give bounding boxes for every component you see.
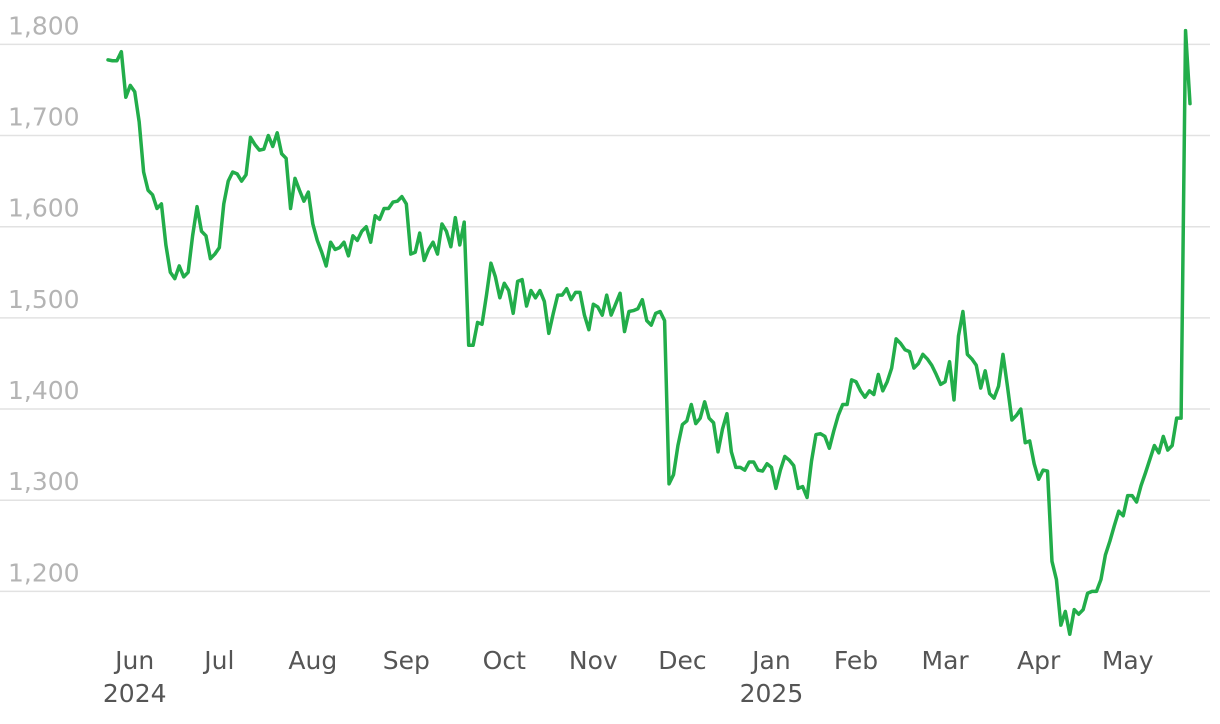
x-tick-label: Feb (833, 646, 879, 675)
x-tick-label: Sep (382, 646, 430, 675)
x-tick-label: Jun 2024 (102, 646, 167, 708)
price-line (106, 28, 1192, 637)
y-tick-label: 1,800 (8, 11, 80, 40)
y-tick-label: 1,700 (8, 103, 80, 132)
y-tick-label: 1,200 (8, 558, 80, 587)
x-tick-label: Jul (204, 646, 235, 675)
x-tick-label: Mar (921, 646, 969, 675)
y-tick-label: 1,400 (8, 376, 80, 405)
y-tick-label: 1,300 (8, 467, 80, 496)
x-tick-label: Dec (658, 646, 707, 675)
y-tick-label: 1,600 (8, 194, 80, 223)
x-tick-label: Nov (568, 646, 618, 675)
y-tick-label: 1,500 (8, 285, 80, 314)
x-tick-label: Jan 2025 (739, 646, 804, 708)
x-tick-label: May (1101, 646, 1154, 675)
x-tick-label: Apr (1016, 646, 1061, 675)
x-tick-label: Aug (288, 646, 338, 675)
x-tick-label: Oct (482, 646, 526, 675)
